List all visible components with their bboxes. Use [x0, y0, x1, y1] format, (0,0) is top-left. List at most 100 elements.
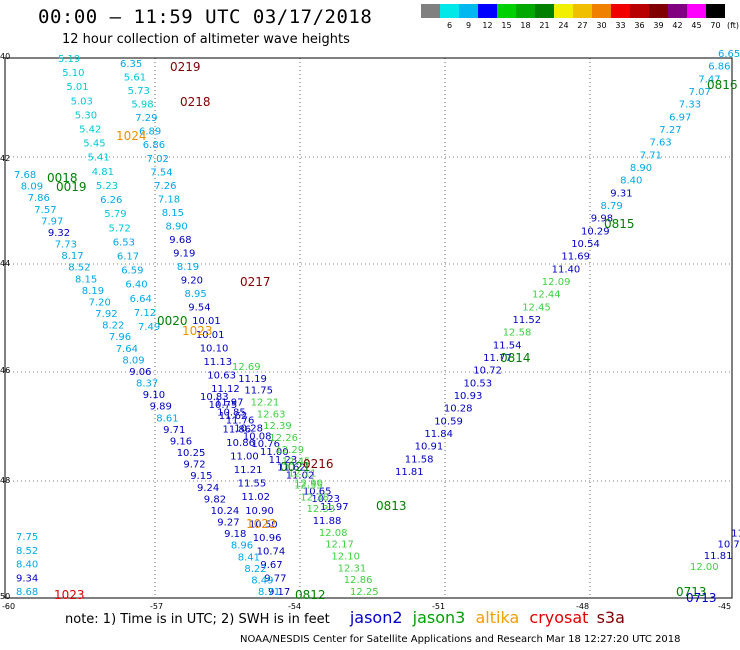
credit-line: NOAA/NESDIS Center for Satellite Applica…: [240, 634, 681, 645]
swh-value: 7.07: [689, 87, 711, 98]
scale-swatch: [554, 4, 573, 18]
lat-label: 44: [0, 259, 11, 268]
swh-value: 12.58: [503, 328, 532, 339]
swh-value: 5.98: [131, 100, 153, 111]
swh-value: 10.72: [473, 366, 502, 377]
swh-value: 5.19: [58, 54, 80, 65]
pass-label: 1022: [246, 517, 277, 531]
swh-value: 8.22: [244, 564, 266, 575]
swh-value: 8.90: [630, 163, 652, 174]
swh-value: 9.19: [173, 249, 195, 260]
swh-value: 11.62: [277, 463, 306, 474]
swh-value: 6.26: [100, 195, 122, 206]
pass-label: 0021: [280, 460, 311, 474]
swh-value: 9.82: [204, 494, 226, 505]
swh-value: 11.02: [286, 471, 315, 482]
swh-value: 7.68: [14, 170, 36, 181]
scale-label: 24: [558, 21, 569, 30]
swh-value: 6.86: [143, 140, 165, 151]
lat-label: 40: [0, 52, 11, 61]
swh-value: 11.12: [211, 384, 240, 395]
swh-value: 9.10: [143, 390, 165, 401]
scale-swatch: [592, 4, 611, 18]
map-frame: [4, 57, 733, 599]
scale-label: 70: [710, 21, 721, 30]
swh-value: 12.29: [276, 445, 305, 456]
swh-value: 8.19: [82, 286, 104, 297]
swh-value: 9.16: [170, 436, 192, 447]
swh-value: 6.40: [125, 280, 147, 291]
swh-value: 12.17: [325, 540, 354, 551]
swh-value: 12.11: [288, 469, 317, 480]
pass-label: 0814: [500, 351, 531, 365]
scale-label: 12: [482, 21, 493, 30]
swh-value: 9.32: [48, 228, 70, 239]
swh-value: 10.24: [211, 506, 240, 517]
lat-label: 42: [0, 154, 11, 163]
swh-value: 7.33: [679, 100, 701, 111]
swh-value: 11.00: [230, 452, 259, 463]
swh-value: 7.64: [116, 344, 138, 355]
swh-value: 10.01: [192, 316, 221, 327]
scale-swatch: [668, 4, 687, 18]
swh-value: 8.15: [162, 208, 184, 219]
pass-label: 0018: [47, 171, 78, 185]
swh-value: 11.62: [219, 411, 248, 422]
swh-value: 9.20: [181, 276, 203, 287]
page-subtitle: 12 hour collection of altimeter wave hei…: [62, 32, 350, 47]
swh-value: 9.06: [129, 367, 151, 378]
swh-value: 6.59: [121, 266, 143, 277]
swh-value: 11.00: [260, 447, 289, 458]
sat-cryosat: cryosat: [529, 608, 589, 627]
swh-value: 7.92: [95, 309, 117, 320]
swh-value: 12.55: [294, 480, 323, 491]
pass-label: 0216: [303, 457, 334, 471]
swh-value: 9.77: [264, 574, 286, 585]
scale-label: 30: [596, 21, 607, 30]
swh-value: 12.33: [307, 504, 336, 515]
swh-value: 7.54: [150, 167, 172, 178]
swh-value: 10.65: [303, 486, 332, 497]
swh-value: 10.08: [243, 431, 272, 442]
swh-value: 5.73: [128, 86, 150, 97]
swh-value: 11.21: [234, 465, 263, 476]
swh-value: 5.10: [62, 68, 84, 79]
scale-swatch: [630, 4, 649, 18]
swh-value: 10.01: [196, 330, 225, 341]
swh-value: 11.97: [320, 502, 349, 513]
swh-value: 7.49: [138, 322, 160, 333]
swh-value: 6.97: [669, 112, 691, 123]
swh-value: 10.29: [581, 226, 610, 237]
swh-value: 7.20: [89, 297, 111, 308]
lat-label: 46: [0, 366, 11, 375]
swh-value: 9.89: [150, 402, 172, 413]
swh-value: 7.02: [147, 154, 169, 165]
swh-value: 12.09: [542, 277, 571, 288]
lon-label: -57: [150, 602, 164, 611]
swh-value: 7.47: [698, 74, 720, 85]
swh-value: 9.68: [169, 235, 191, 246]
swh-value: 8.95: [185, 289, 207, 300]
swh-value: 6.64: [130, 294, 152, 305]
swh-value: 12.38: [300, 492, 329, 503]
swh-value: 7.75: [16, 532, 38, 543]
swh-value: 11.34: [731, 528, 740, 539]
swh-value: 12.63: [257, 409, 286, 420]
swh-value: 10.93: [454, 391, 483, 402]
swh-value: 10.86: [226, 438, 255, 449]
swh-value: 8.22: [102, 321, 124, 332]
swh-value: 8.37: [136, 379, 158, 390]
swh-value: 10.96: [253, 533, 282, 544]
swh-value: 8.17: [61, 251, 83, 262]
scale-label: 6: [446, 21, 453, 30]
pass-label: 0816: [707, 78, 738, 92]
swh-value: 8.61: [156, 413, 178, 424]
swh-value: 11.75: [244, 386, 273, 397]
pass-labels: 0219021810240018001902170020102302160021…: [47, 60, 738, 605]
scale-swatch: [611, 4, 630, 18]
swh-value: 11.88: [313, 516, 342, 527]
swh-value: 11.86: [223, 425, 252, 436]
scale-label: 27: [577, 21, 588, 30]
scale-label: 15: [501, 21, 512, 30]
swh-value: 7.86: [28, 193, 50, 204]
